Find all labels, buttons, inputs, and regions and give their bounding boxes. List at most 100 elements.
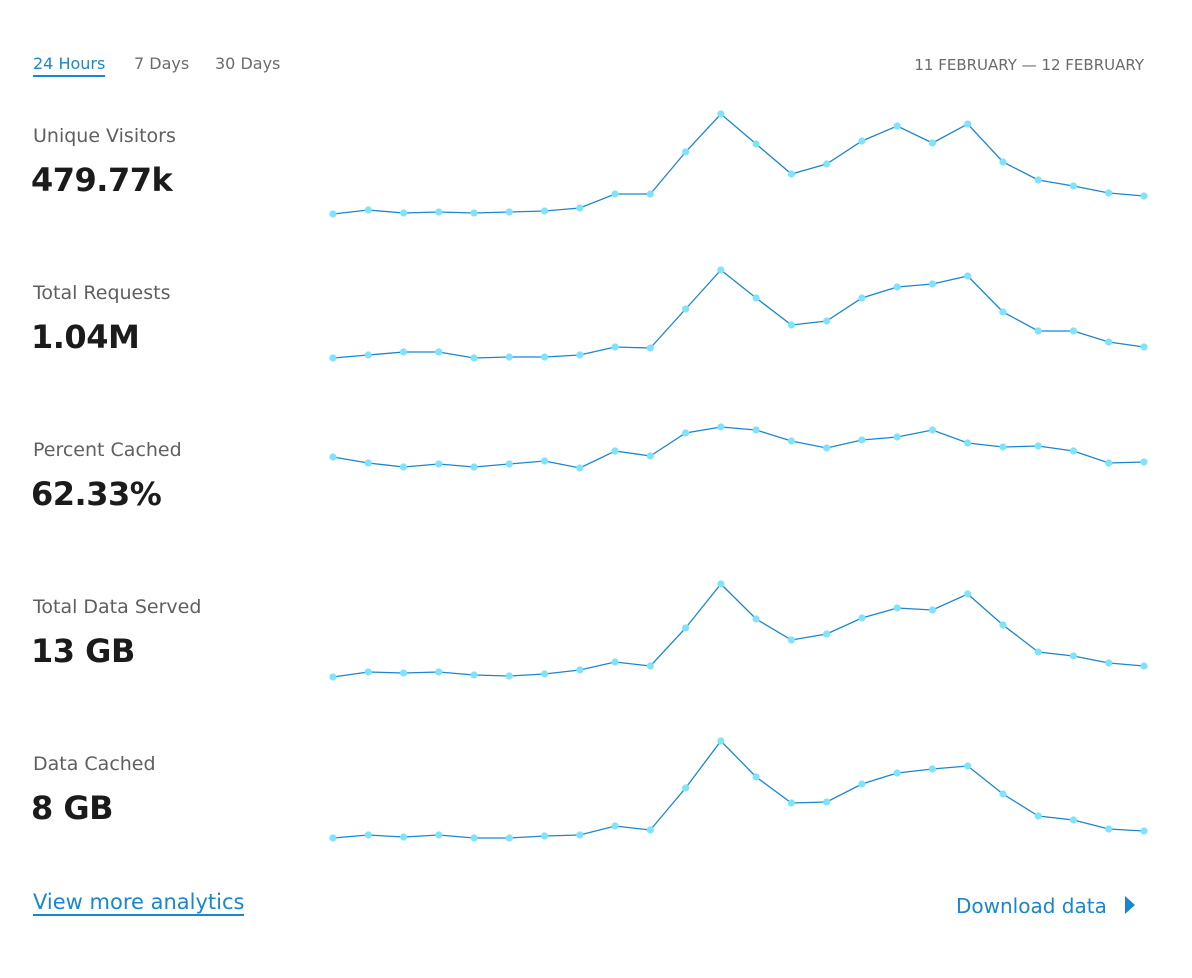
- sparkline-point: [611, 190, 619, 198]
- sparkline-point: [1140, 343, 1148, 351]
- date-range: 11 FEBRUARY — 12 FEBRUARY: [914, 56, 1144, 74]
- sparkline-point: [470, 671, 478, 679]
- sparkline-point: [1069, 652, 1078, 660]
- sparkline-point: [435, 460, 443, 468]
- sparkline-point: [611, 343, 619, 351]
- metric-label: Total Requests: [33, 282, 171, 304]
- sparkline-point: [752, 615, 760, 623]
- sparkline: [332, 740, 1145, 839]
- sparkline-point: [787, 170, 795, 178]
- sparkline-point: [364, 668, 372, 676]
- sparkline-point: [717, 423, 725, 431]
- sparkline: [332, 426, 1145, 469]
- metric-label: Data Cached: [33, 753, 156, 775]
- sparkline-point: [470, 834, 478, 842]
- sparkline-point: [505, 834, 513, 842]
- sparkline-point: [540, 832, 549, 840]
- sparkline-point: [364, 831, 372, 839]
- sparkline-point: [364, 459, 372, 467]
- sparkline-point: [858, 436, 866, 444]
- sparkline-point: [399, 348, 408, 356]
- sparkline-point: [399, 669, 408, 677]
- sparkline-point: [576, 204, 584, 212]
- sparkline-point: [399, 833, 408, 841]
- sparkline-point: [893, 122, 901, 130]
- sparkline-point: [505, 353, 513, 361]
- sparkline-point: [399, 463, 408, 471]
- sparkline-point: [1105, 825, 1113, 833]
- sparkline: [332, 113, 1145, 215]
- sparkline-point: [682, 148, 690, 156]
- view-more-link[interactable]: View more analytics: [33, 890, 245, 916]
- sparkline-point: [823, 160, 831, 168]
- sparkline-point: [858, 137, 866, 145]
- sparkline-point: [964, 762, 972, 770]
- sparkline-point: [399, 209, 408, 217]
- sparkline-point: [928, 765, 937, 773]
- sparkline-point: [752, 294, 760, 302]
- tab[interactable]: 24 Hours: [33, 54, 106, 77]
- sparkline-point: [682, 305, 690, 313]
- sparkline-point: [964, 120, 972, 128]
- sparkline-point: [1069, 182, 1078, 190]
- sparkline-point: [893, 604, 901, 612]
- sparkline-point: [858, 294, 866, 302]
- sparkline-point: [505, 208, 513, 216]
- sparkline-point: [540, 207, 549, 215]
- sparkline-point: [1105, 338, 1113, 346]
- sparkline-point: [717, 266, 725, 274]
- sparkline-point: [787, 799, 795, 807]
- sparkline-point: [1069, 447, 1078, 455]
- download-text: Download data: [956, 894, 1107, 918]
- sparkline-point: [999, 790, 1007, 798]
- sparkline-point: [1069, 327, 1078, 335]
- sparkline: [332, 269, 1145, 359]
- sparkline-point: [964, 272, 972, 280]
- metric-label: Total Data Served: [33, 596, 202, 618]
- sparkline-point: [858, 780, 866, 788]
- metric-value: 1.04M: [31, 318, 140, 356]
- sparkline-point: [858, 614, 866, 622]
- sparkline-point: [576, 666, 584, 674]
- sparkline: [332, 583, 1145, 678]
- sparkline-point: [928, 606, 937, 614]
- sparkline-point: [329, 834, 337, 842]
- sparkline-point: [435, 668, 443, 676]
- sparkline-point: [823, 444, 831, 452]
- sparkline-point: [893, 433, 901, 441]
- sparkline-point: [470, 209, 478, 217]
- sparkline-point: [752, 426, 760, 434]
- sparkline-point: [540, 457, 549, 465]
- sparkline-point: [717, 737, 725, 745]
- sparkline-point: [646, 190, 654, 198]
- sparkline-point: [752, 773, 760, 781]
- sparkline-point: [1105, 459, 1113, 467]
- sparkline-point: [611, 658, 619, 666]
- sparkline-point: [787, 321, 795, 329]
- sparkline-point: [576, 351, 584, 359]
- sparkline-point: [611, 447, 619, 455]
- sparkline-point: [364, 206, 372, 214]
- sparkline-point: [646, 826, 654, 834]
- sparkline-point: [1140, 662, 1148, 670]
- sparkline-point: [329, 673, 337, 681]
- sparkline-point: [435, 208, 443, 216]
- sparkline-point: [646, 662, 654, 670]
- sparkline-point: [893, 283, 901, 291]
- sparkline-point: [329, 210, 337, 218]
- tab[interactable]: 30 Days: [215, 54, 281, 73]
- sparkline-point: [470, 463, 478, 471]
- sparkline-point: [611, 822, 619, 830]
- sparkline-point: [1140, 827, 1148, 835]
- sparkline-point: [540, 670, 549, 678]
- sparkline-point: [682, 784, 690, 792]
- sparkline-point: [823, 630, 831, 638]
- tab[interactable]: 7 Days: [134, 54, 190, 73]
- sparkline-point: [928, 280, 937, 288]
- sparkline-point: [999, 443, 1007, 451]
- sparkline-point: [364, 351, 372, 359]
- sparkline-point: [505, 672, 513, 680]
- download-link[interactable]: Download data: [956, 894, 1137, 918]
